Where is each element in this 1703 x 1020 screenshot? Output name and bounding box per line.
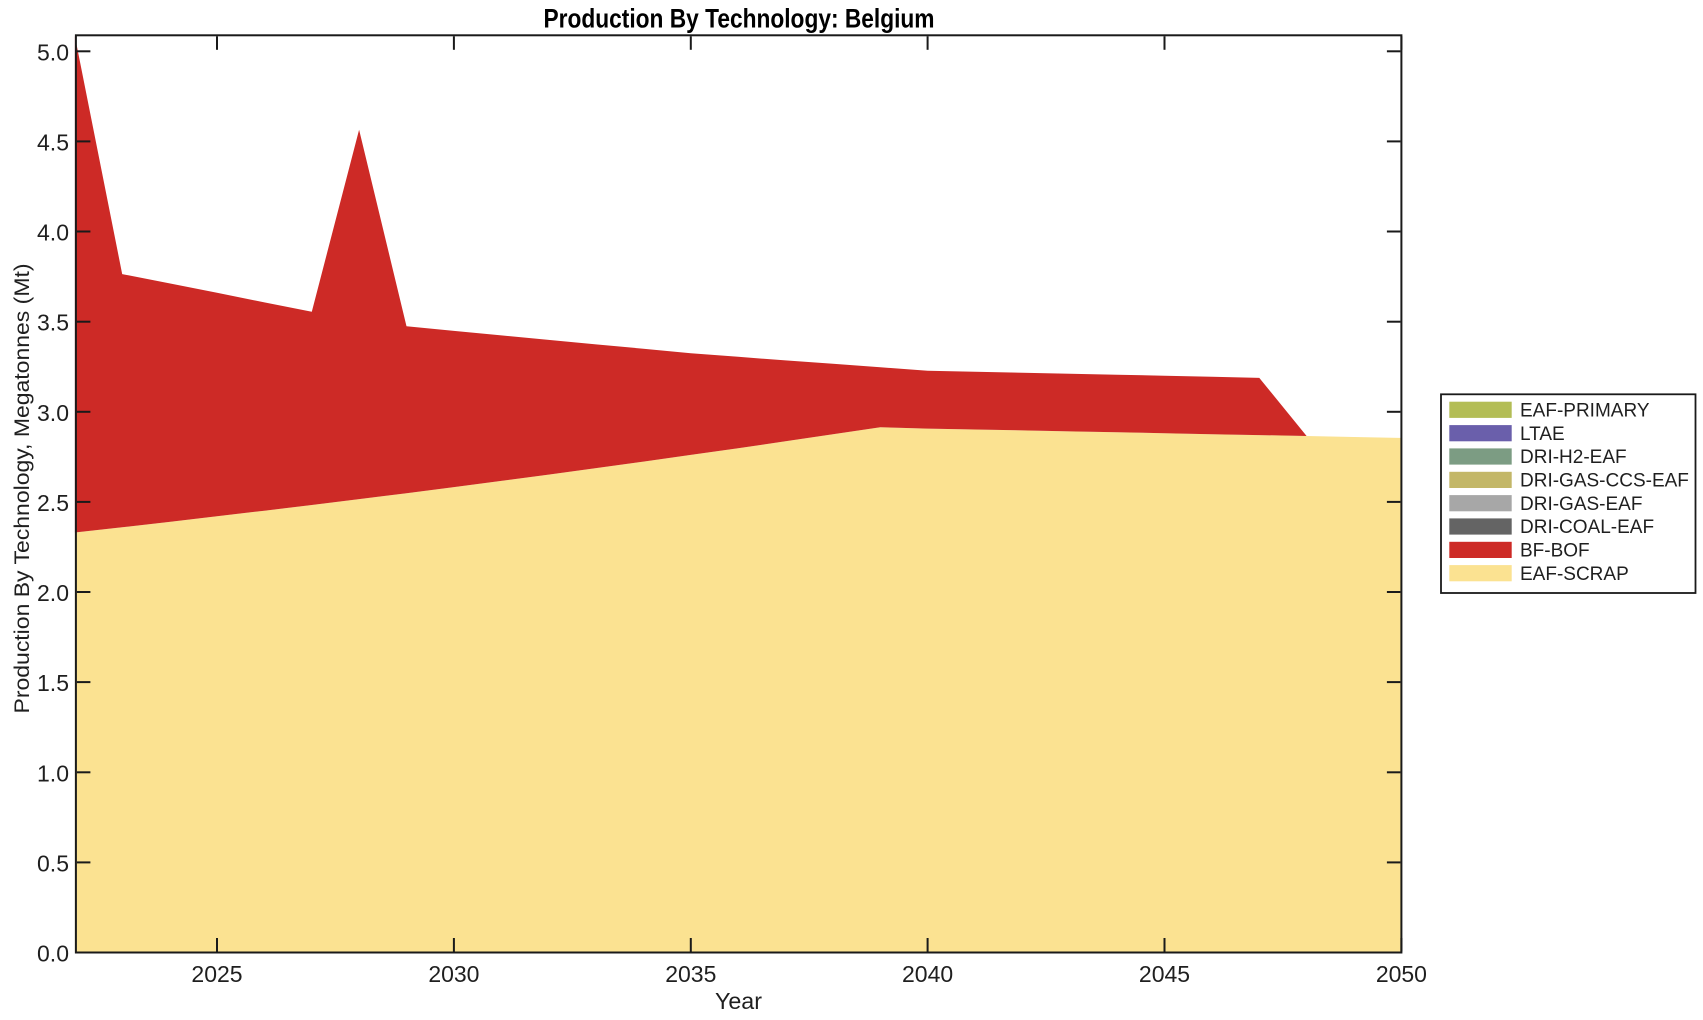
svg-text:2045: 2045 (1139, 961, 1190, 987)
svg-text:2040: 2040 (902, 961, 953, 987)
svg-text:4.5: 4.5 (37, 129, 69, 155)
svg-text:5.0: 5.0 (37, 39, 69, 65)
svg-text:EAF-SCRAP: EAF-SCRAP (1520, 564, 1629, 585)
svg-text:Year: Year (715, 988, 762, 1014)
svg-text:Production By Technology, Mega: Production By Technology, Megatonnes (Mt… (11, 264, 34, 714)
svg-text:EAF-PRIMARY: EAF-PRIMARY (1520, 400, 1650, 421)
svg-text:0.5: 0.5 (37, 850, 69, 876)
svg-text:1.0: 1.0 (37, 760, 69, 786)
svg-text:2.5: 2.5 (37, 490, 69, 516)
svg-text:DRI-COAL-EAF: DRI-COAL-EAF (1520, 517, 1654, 538)
svg-text:2.0: 2.0 (37, 580, 69, 606)
svg-text:DRI-GAS-EAF: DRI-GAS-EAF (1520, 494, 1642, 515)
svg-text:3.5: 3.5 (37, 310, 69, 336)
svg-text:1.5: 1.5 (37, 670, 69, 696)
svg-text:DRI-GAS-CCS-EAF: DRI-GAS-CCS-EAF (1520, 471, 1689, 492)
svg-text:Production By Technology: Belg: Production By Technology: Belgium (544, 4, 935, 34)
svg-text:4.0: 4.0 (37, 220, 69, 246)
svg-text:0.0: 0.0 (37, 941, 69, 967)
svg-text:3.0: 3.0 (37, 400, 69, 426)
svg-text:DRI-H2-EAF: DRI-H2-EAF (1520, 447, 1627, 468)
svg-text:2025: 2025 (191, 961, 242, 987)
svg-text:2035: 2035 (665, 961, 716, 987)
svg-text:LTAE: LTAE (1520, 424, 1565, 445)
svg-text:BF-BOF: BF-BOF (1520, 541, 1590, 562)
svg-text:2030: 2030 (428, 961, 479, 987)
svg-text:2050: 2050 (1376, 961, 1427, 987)
